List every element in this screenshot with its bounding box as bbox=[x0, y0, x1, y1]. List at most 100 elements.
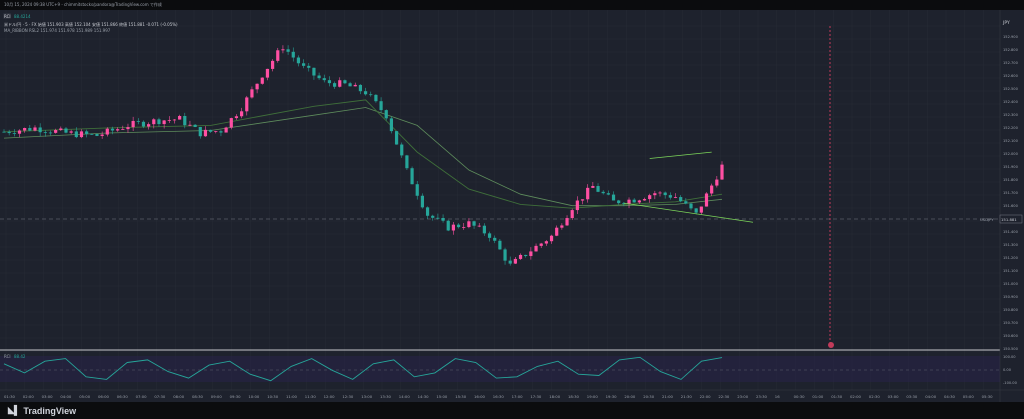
candle-body bbox=[580, 199, 585, 201]
time-tick-label: 11:00 bbox=[286, 394, 298, 399]
candle-body bbox=[229, 118, 233, 128]
candle-body bbox=[679, 197, 683, 202]
candle-body bbox=[544, 241, 548, 244]
candle-body bbox=[410, 168, 414, 185]
candle-body bbox=[431, 215, 435, 218]
time-tick-label: 23:00 bbox=[737, 394, 749, 399]
price-tick-label: 152.100 bbox=[1003, 139, 1019, 143]
time-tick-label: 07:30 bbox=[154, 394, 166, 399]
rci-panel: RCI 88.42 bbox=[0, 354, 1000, 382]
candle-body bbox=[637, 200, 641, 203]
candle-body bbox=[28, 128, 32, 131]
rci-value: 88.4214 bbox=[14, 14, 31, 19]
time-tick-label: 11:30 bbox=[305, 394, 317, 399]
time-axis[interactable]: 01:30 02:00 03:00 04:00 05:00 06:00 06:30 07:00… bbox=[0, 389, 1024, 399]
tradingview-logo[interactable]: ◣▌ TradingView bbox=[8, 405, 76, 416]
price-tick-label: 150.900 bbox=[1003, 295, 1019, 299]
time-tick-label: 20:00 bbox=[624, 394, 636, 399]
candle-body bbox=[596, 186, 600, 192]
last-price-value: 151.881 bbox=[1001, 217, 1017, 222]
candle-body bbox=[343, 80, 347, 84]
time-tick-label: 12:00 bbox=[324, 394, 336, 399]
candle-body bbox=[400, 144, 404, 156]
candle-body bbox=[529, 251, 533, 257]
time-tick-label: 12:30 bbox=[342, 394, 354, 399]
candle-body bbox=[420, 195, 425, 208]
candle-body bbox=[214, 131, 218, 133]
candle-body bbox=[250, 89, 254, 98]
candle-body bbox=[2, 131, 6, 133]
candle-body bbox=[374, 94, 378, 102]
candle-body bbox=[183, 115, 187, 126]
candle-body bbox=[307, 65, 311, 68]
candle-body bbox=[575, 200, 579, 211]
brand-text: TradingView bbox=[23, 405, 77, 416]
candle-body bbox=[126, 127, 130, 130]
candle-body bbox=[384, 110, 388, 119]
candle-body bbox=[224, 127, 228, 133]
time-tick-label: 06:00 bbox=[98, 394, 110, 399]
candle-body bbox=[369, 94, 373, 96]
candle-body bbox=[260, 77, 264, 84]
candle-body bbox=[48, 132, 53, 134]
trendlines[interactable] bbox=[623, 151, 754, 223]
time-tick-label: 01:30 bbox=[831, 394, 843, 399]
price-tick-label: 151.200 bbox=[1003, 256, 1019, 260]
price-tick-label: 152.900 bbox=[1003, 35, 1019, 39]
candle-body bbox=[441, 217, 445, 221]
time-tick-label: 21:00 bbox=[662, 394, 674, 399]
time-tick-label: 08:30 bbox=[192, 394, 204, 399]
candle-body bbox=[59, 128, 63, 131]
candle-body bbox=[353, 84, 357, 87]
candle-body bbox=[188, 124, 192, 126]
candle-body bbox=[451, 224, 455, 231]
time-tick-label: 03:30 bbox=[906, 394, 918, 399]
price-tick-label: 152.500 bbox=[1003, 87, 1019, 91]
last-price-tag bbox=[999, 214, 1023, 224]
candle-body bbox=[219, 131, 223, 133]
candle-body bbox=[503, 249, 507, 261]
time-tick-label: 10:30 bbox=[267, 394, 279, 399]
candles bbox=[2, 45, 724, 266]
candle-body bbox=[555, 227, 559, 236]
candle-body bbox=[74, 131, 78, 138]
time-tick-label: 05:00 bbox=[79, 394, 91, 399]
time-tick-label: 15:00 bbox=[436, 394, 448, 399]
candle-body bbox=[534, 245, 538, 252]
price-tick-label: 152.000 bbox=[1003, 152, 1019, 156]
ma-ribbon bbox=[3, 99, 723, 209]
price-tick-label: 151.900 bbox=[1003, 165, 1019, 169]
chart-frame bbox=[0, 10, 1024, 402]
rci-panel-value: 88.42 bbox=[14, 354, 26, 359]
candle-body bbox=[131, 120, 135, 128]
candle-body bbox=[95, 133, 99, 136]
candle-body bbox=[482, 225, 486, 234]
time-tick-label: 04:00 bbox=[925, 394, 937, 399]
candle-body bbox=[141, 121, 146, 127]
price-tick-label: 150.700 bbox=[1003, 321, 1019, 325]
candle-body bbox=[415, 184, 419, 196]
candle-body bbox=[648, 195, 652, 200]
candle-body bbox=[524, 254, 528, 257]
candle-body bbox=[617, 200, 621, 204]
candle-body bbox=[178, 115, 182, 120]
candle-body bbox=[54, 130, 58, 133]
candle-body bbox=[167, 119, 171, 121]
time-tick-label: 16 bbox=[775, 394, 780, 399]
time-tick-label: 14:30 bbox=[418, 394, 430, 399]
candle-body bbox=[477, 225, 481, 227]
candle-body bbox=[312, 67, 316, 76]
event-marker-icon[interactable] bbox=[828, 342, 834, 348]
time-tick-label: 18:00 bbox=[549, 394, 561, 399]
rci-ticks: 100.00 0.00 -100.00 bbox=[1003, 355, 1018, 385]
candle-body bbox=[271, 60, 275, 69]
trading-chart[interactable]: RCI 88.4214 米ドル/円 · 5 · FX 始値 151.903 高値… bbox=[0, 10, 1024, 402]
rci-badge: RCI bbox=[4, 14, 11, 19]
price-axis[interactable]: JPY 152.900 152.800 152.700 152.600 152.500 1… bbox=[980, 10, 1024, 402]
time-tick-label: 23:30 bbox=[756, 394, 768, 399]
candle-body bbox=[162, 120, 166, 125]
candle-body bbox=[265, 68, 270, 78]
candle-body bbox=[498, 240, 502, 250]
candle-body bbox=[234, 116, 239, 119]
candle-body bbox=[508, 260, 512, 264]
